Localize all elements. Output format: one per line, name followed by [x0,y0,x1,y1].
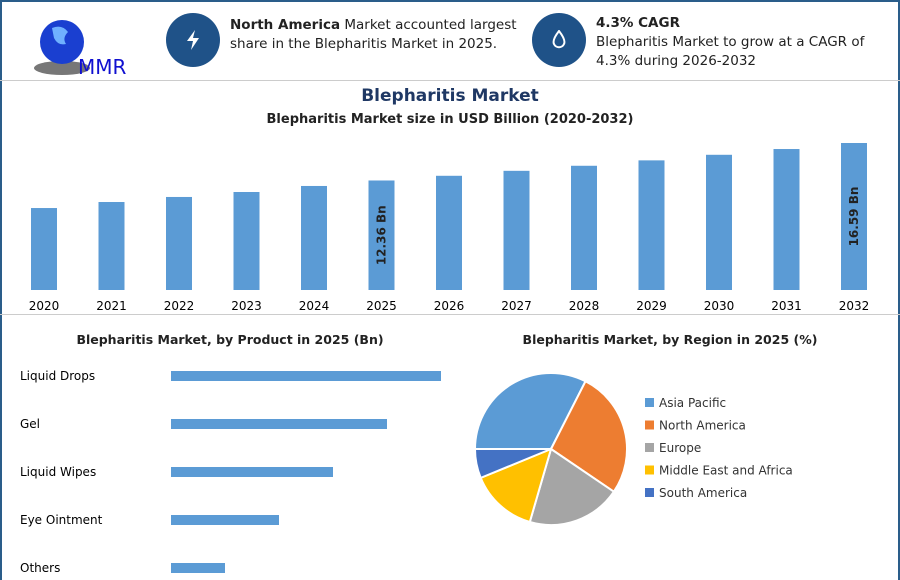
market-size-chart: 2020 2021 2022 2023 2024 2025 12.36 Bn 2026 2027… [29,143,870,313]
bar-2032 [841,143,867,290]
category-label: Others [20,561,60,575]
mmr-logo: MMR [34,20,127,78]
divider [0,80,900,81]
product-chart-title: Blepharitis Market, by Product in 2025 (… [76,332,384,347]
x-tick-label: 2030 [704,299,735,313]
product-chart: Liquid Drops Gel Liquid Wipes Eye Ointment O… [20,369,441,575]
slice-South America [473,448,552,480]
bar-2020 [31,208,57,290]
legend-label: Asia Pacific [659,396,726,410]
x-tick-label: 2026 [434,299,465,313]
legend-label: Europe [659,441,701,455]
divider [0,314,900,315]
x-tick-label: 2024 [299,299,330,313]
info-north-america: North America Market accounted largest s… [230,17,517,52]
bar-2029 [638,160,665,290]
main-title: Blepharitis Market [361,86,539,106]
bar-2023 [233,192,260,290]
bar-Liquid Drops [171,371,441,381]
category-label: Gel [20,417,40,431]
region-chart-title: Blepharitis Market, by Region in 2025 (%… [522,332,818,347]
bar-chart-title: Blepharitis Market size in USD Billion (… [266,112,634,127]
x-tick-label: 2031 [771,299,802,313]
x-tick-label: 2028 [569,299,600,313]
category-label: Eye Ointment [20,513,103,527]
bar-Eye Ointment [171,515,279,525]
legend-swatch [645,398,654,407]
bar-2030 [706,154,732,290]
slice-North America [549,379,628,494]
bar-Others [171,563,225,573]
bar-2031 [773,149,800,290]
x-tick-label: 2032 [839,299,870,313]
x-tick-label: 2020 [29,299,60,313]
info-cagr: 4.3% CAGR Blepharitis Market to grow at a… [596,15,865,69]
slice-Europe [528,447,616,526]
bar-Liquid Wipes [171,467,333,477]
data-label: 16.59 Bn [847,187,861,247]
x-tick-label: 2023 [231,299,262,313]
slice-Middle East and Africa [479,447,553,524]
bar-2025 [368,180,395,290]
legend-swatch [645,443,654,452]
logo-text: MMR [78,55,127,78]
slice-Asia Pacific [473,372,587,450]
data-label: 12.36 Bn [375,205,389,265]
legend-swatch [645,420,654,430]
bar-2024 [301,185,327,290]
bar-2026 [436,175,462,290]
bar-2027 [503,170,530,290]
x-tick-label: 2025 [366,299,397,313]
lightning-icon [166,13,220,67]
x-tick-label: 2027 [501,299,532,313]
bar-Gel [171,419,387,429]
legend-label: Middle East and Africa [659,464,793,478]
bar-2028 [571,165,597,290]
category-label: Liquid Drops [20,369,95,383]
region-chart: Asia Pacific North America Europe Middle Ea… [473,372,793,526]
legend-swatch [645,465,654,475]
x-tick-label: 2022 [164,299,195,313]
bar-2021 [98,202,125,290]
legend-swatch [645,488,654,497]
bar-2022 [166,196,192,290]
x-tick-label: 2021 [96,299,127,313]
x-tick-label: 2029 [636,299,667,313]
drop-icon [532,13,586,67]
legend-label: South America [659,486,747,500]
legend-label: North America [659,419,746,433]
category-label: Liquid Wipes [20,465,96,479]
